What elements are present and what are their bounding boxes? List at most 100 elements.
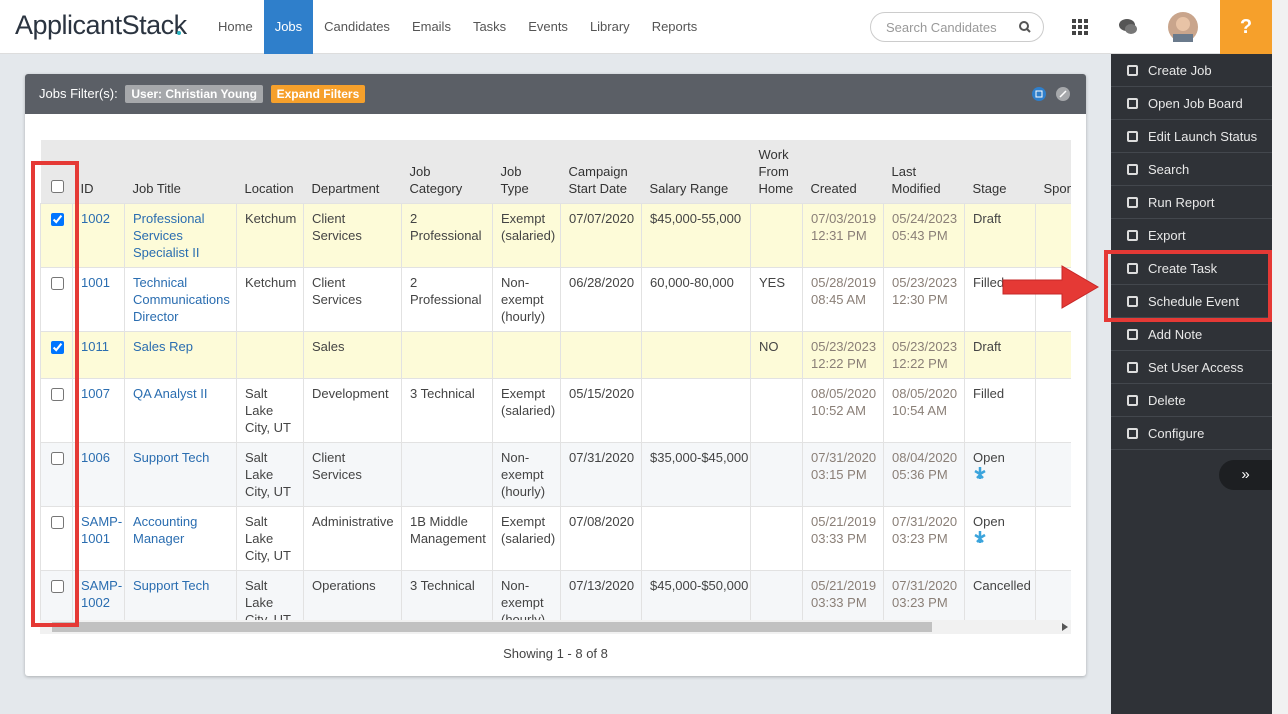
column-header[interactable]: Job Type — [492, 140, 561, 204]
cell-text: Operations — [312, 578, 376, 593]
job-id-link[interactable]: SAMP-1001 — [81, 514, 123, 546]
nav-item[interactable]: Tasks — [472, 19, 507, 34]
column-header[interactable]: Department — [303, 140, 402, 204]
nav-item[interactable]: Home — [218, 19, 253, 34]
nav-item[interactable]: Emails — [411, 19, 451, 34]
job-title-link[interactable]: Sales Rep — [133, 339, 193, 354]
row-checkbox[interactable] — [50, 452, 64, 465]
menu-item[interactable]: Configure — [1111, 417, 1272, 450]
menu-item[interactable]: Delete — [1111, 384, 1272, 417]
job-id-link[interactable]: SAMP-1002 — [81, 578, 123, 610]
nav-item[interactable]: Library — [589, 19, 630, 34]
column-header[interactable]: ID — [72, 140, 125, 204]
check-cell — [40, 442, 73, 507]
job-id-link[interactable]: 1006 — [81, 450, 110, 465]
cell-text: 07/03/2019 12:31 PM — [811, 211, 877, 243]
scroll-thumb[interactable] — [52, 622, 932, 632]
cell — [750, 506, 803, 571]
column-header[interactable]: Campaign Start Date — [560, 140, 642, 204]
cell: Exempt (salaried) — [492, 378, 561, 443]
nav-item[interactable]: Reports — [651, 19, 698, 34]
cell-text: Non-exempt (hourly) — [501, 578, 546, 620]
cell: Ketchum — [236, 267, 304, 332]
apps-icon[interactable] — [1072, 19, 1088, 35]
job-id-link[interactable]: 1002 — [81, 211, 110, 226]
job-row: SAMP-1002 Support Tech Salt Lake City, UT O… — [40, 570, 1071, 620]
nav-item[interactable]: Jobs — [263, 0, 314, 54]
cell: 05/23/2023 12:30 PM — [883, 267, 965, 332]
cell: Salt Lake City, UT — [236, 378, 304, 443]
cell-text: 2 Professional — [410, 275, 482, 307]
column-header[interactable]: Location — [236, 140, 304, 204]
job-title-link[interactable]: QA Analyst II — [133, 386, 208, 401]
collapse-button[interactable]: » — [1219, 460, 1272, 490]
stage-icon[interactable] — [973, 466, 1027, 484]
menu-item[interactable]: Create Task — [1111, 252, 1272, 285]
column-header[interactable]: Spon — [1035, 140, 1071, 204]
row-checkbox[interactable] — [50, 516, 64, 529]
help-button[interactable]: ? — [1220, 0, 1272, 54]
cell: Operations — [303, 570, 402, 620]
menu-label: Search — [1148, 162, 1190, 177]
cell: 06/28/2020 — [560, 267, 642, 332]
job-row: 1007 QA Analyst II Salt Lake City, UT Devel… — [40, 378, 1071, 443]
menu-item[interactable]: Search — [1111, 153, 1272, 186]
stage-icon[interactable] — [973, 530, 1027, 548]
row-checkbox[interactable] — [50, 388, 64, 401]
cell-text: Exempt (salaried) — [501, 211, 556, 243]
job-id-link[interactable]: 1011 — [81, 339, 109, 354]
menu-item[interactable]: Schedule Event — [1111, 285, 1272, 318]
jobs-card: Jobs Filter(s): User: Christian Young Ex… — [25, 74, 1086, 676]
column-header[interactable]: Last Modified — [883, 140, 965, 204]
scroll-arrow[interactable] — [1062, 623, 1068, 631]
menu-item[interactable]: Export — [1111, 219, 1272, 252]
menu-item[interactable]: Edit Launch Status — [1111, 120, 1272, 153]
job-title-link[interactable]: Professional Services Specialist II — [133, 211, 205, 260]
row-checkbox[interactable] — [50, 213, 64, 226]
job-title-link[interactable]: Support Tech — [133, 450, 210, 465]
cell-text: Client Services — [312, 211, 362, 243]
column-header[interactable]: Job Category — [401, 140, 493, 204]
logo[interactable]: ApplicantStack — [15, 10, 187, 40]
menu-item[interactable]: Add Note — [1111, 318, 1272, 351]
cell: 2 Professional — [401, 267, 493, 332]
column-header[interactable]: Job Title — [124, 140, 237, 204]
column-header[interactable]: Work From Home — [750, 140, 803, 204]
job-id-link[interactable]: 1001 — [81, 275, 110, 290]
menu-item[interactable]: Open Job Board — [1111, 87, 1272, 120]
search-icon — [1019, 21, 1031, 33]
column-header[interactable]: Stage — [964, 140, 1036, 204]
menu-item[interactable]: Create Job — [1111, 54, 1272, 87]
cell — [750, 442, 803, 507]
search-box[interactable]: Search Candidates — [870, 12, 1044, 42]
cell-text: 60,000-80,000 — [650, 275, 734, 290]
row-checkbox[interactable] — [50, 580, 64, 593]
cell-text: $35,000-$45,000 — [650, 450, 749, 465]
cell: 08/04/2020 05:36 PM — [883, 442, 965, 507]
jobs-table: ID Job Title Location Department Job Categor… — [40, 140, 1071, 620]
menu-item[interactable]: Set User Access — [1111, 351, 1272, 384]
cell-text: Development — [312, 386, 389, 401]
job-id-link[interactable]: 1007 — [81, 386, 110, 401]
menu-item[interactable]: Run Report — [1111, 186, 1272, 219]
cell: $45,000-55,000 — [641, 203, 751, 268]
nav-item[interactable]: Events — [528, 19, 568, 34]
avatar[interactable] — [1168, 12, 1198, 42]
h-scrollbar[interactable] — [40, 620, 1071, 634]
search-placeholder: Search Candidates — [886, 20, 997, 35]
job-title-link[interactable]: Support Tech — [133, 578, 210, 593]
job-title-link[interactable]: Technical Communications Director — [133, 275, 230, 324]
nav-item[interactable]: Candidates — [324, 19, 390, 34]
job-title-link[interactable]: Accounting Manager — [133, 514, 198, 546]
page-scrollbar[interactable] — [1272, 0, 1288, 714]
column-header[interactable]: Salary Range — [641, 140, 751, 204]
row-checkbox[interactable] — [50, 341, 64, 354]
row-checkbox[interactable] — [50, 277, 64, 290]
filter-badge[interactable]: User: Christian Young — [125, 85, 263, 103]
header-icons[interactable] — [1031, 86, 1071, 102]
select-all[interactable] — [50, 180, 64, 193]
expand-filters[interactable]: Expand Filters — [270, 85, 366, 103]
chat-icon[interactable] — [1118, 18, 1138, 36]
column-header[interactable]: Created — [802, 140, 884, 204]
